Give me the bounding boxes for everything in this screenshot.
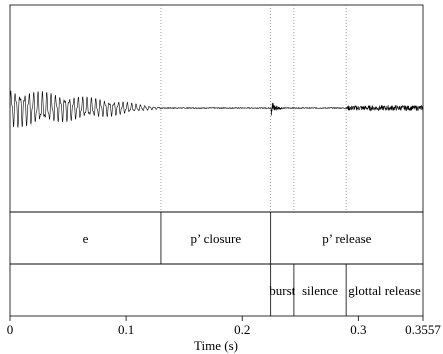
annotation-tiers: e p’ closure p’ release burst silence glottal… <box>9 211 424 317</box>
waveform-panel <box>9 4 424 213</box>
tier-interval-label: p’ release <box>322 231 371 246</box>
tier-interval-label: glottal release <box>348 283 421 298</box>
tier-interval-label: e <box>83 231 89 246</box>
tier2-frame <box>9 263 424 317</box>
waveform-trace <box>9 90 424 128</box>
x-tick-label: 0.1 <box>118 322 134 337</box>
x-axis-label: Time (s) <box>194 338 238 353</box>
time-axis: 0 0.1 0.2 0.3 0.3557 <box>7 316 441 337</box>
x-tick-label: 0.3557 <box>405 322 441 337</box>
tier-interval-label: p’ closure <box>190 231 241 246</box>
tier-interval-label: silence <box>302 283 338 298</box>
x-tick-label: 0.2 <box>234 322 250 337</box>
x-tick-label: 0.3 <box>350 322 366 337</box>
x-tick-label: 0 <box>7 322 14 337</box>
tier-interval-label: burst <box>269 283 295 298</box>
